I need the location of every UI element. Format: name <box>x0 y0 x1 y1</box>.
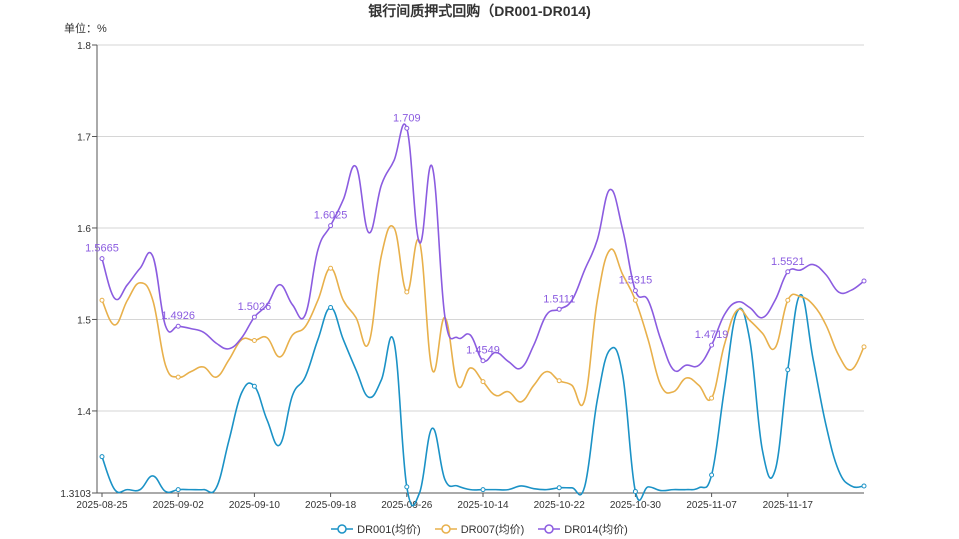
x-tick-label: 2025-08-25 <box>76 500 128 511</box>
x-tick-label: 2025-11-17 <box>763 500 814 511</box>
x-tick-label: 2025-10-30 <box>610 500 662 511</box>
data-point <box>251 337 257 343</box>
data-point <box>556 306 562 312</box>
data-point <box>709 472 715 478</box>
legend-label: DR014(均价) <box>564 524 628 536</box>
data-label: 1.5026 <box>238 301 272 313</box>
y-tick-label: 1.5 <box>77 315 91 326</box>
data-point <box>861 344 867 350</box>
data-point <box>861 483 867 489</box>
legend-marker-icon <box>538 524 561 534</box>
data-point <box>404 125 410 131</box>
chart-title: 银行间质押式回购（DR001-DR014) <box>368 3 591 19</box>
series-line-dr014 <box>101 123 865 373</box>
data-point <box>632 288 638 294</box>
y-tick-label: 1.3103 <box>60 489 91 500</box>
data-point <box>709 342 715 348</box>
y-tick-label: 1.7 <box>77 132 91 143</box>
x-tick-label: 2025-11-07 <box>686 500 737 511</box>
data-point <box>251 383 257 389</box>
legend-label: DR007(均价) <box>460 524 525 536</box>
data-label: 1.5521 <box>771 256 805 268</box>
data-point <box>632 488 638 494</box>
data-point <box>785 367 791 373</box>
data-point <box>175 487 181 493</box>
x-tick-label: 2025-09-02 <box>153 500 205 511</box>
data-point <box>861 278 867 284</box>
data-point <box>328 223 334 229</box>
data-point <box>404 289 410 295</box>
series-line-dr001 <box>101 293 865 507</box>
legend-item-dr007[interactable]: DR007(均价) <box>434 521 525 537</box>
data-point <box>709 395 715 401</box>
data-label: 1.4549 <box>466 345 500 357</box>
data-point <box>632 297 638 303</box>
y-tick-label: 1.6 <box>77 224 91 235</box>
y-tick-label: 1.4 <box>77 407 91 418</box>
legend-label: DR001(均价) <box>357 524 421 536</box>
data-point <box>175 374 181 380</box>
data-point <box>328 265 334 271</box>
data-point <box>404 484 410 490</box>
data-label: 1.6025 <box>314 210 348 222</box>
data-point <box>99 256 105 262</box>
data-label: 1.709 <box>393 112 421 124</box>
y-tick-label: 1.8 <box>77 41 91 52</box>
data-point <box>99 454 105 460</box>
data-point <box>480 487 486 493</box>
legend: DR001(均价) DR007(均价) DR014(均价) <box>0 521 959 537</box>
unit-label: 单位：% <box>64 23 107 35</box>
legend-marker-icon <box>331 524 354 534</box>
data-label: 1.5665 <box>85 243 119 255</box>
data-point <box>480 379 486 385</box>
series-line-dr007 <box>101 225 865 407</box>
legend-item-dr014[interactable]: DR014(均价) <box>538 521 628 537</box>
x-tick-label: 2025-09-26 <box>381 500 433 511</box>
data-label: 1.5315 <box>619 275 653 287</box>
data-point <box>556 485 562 491</box>
data-point <box>175 323 181 329</box>
data-label: 1.4926 <box>161 310 195 322</box>
data-point <box>480 358 486 364</box>
x-tick-label: 2025-09-18 <box>305 500 357 511</box>
data-point <box>328 305 334 311</box>
data-label: 1.4719 <box>695 329 729 341</box>
data-point <box>556 378 562 384</box>
legend-item-dr001[interactable]: DR001(均价) <box>331 521 421 537</box>
data-point <box>785 269 791 275</box>
data-point <box>99 297 105 303</box>
legend-marker-icon <box>434 524 457 534</box>
data-point <box>785 297 791 303</box>
x-tick-label: 2025-10-14 <box>457 500 509 511</box>
x-tick-label: 2025-10-22 <box>534 500 586 511</box>
data-point <box>251 314 257 320</box>
data-label: 1.5111 <box>543 293 575 305</box>
x-tick-label: 2025-09-10 <box>229 500 281 511</box>
